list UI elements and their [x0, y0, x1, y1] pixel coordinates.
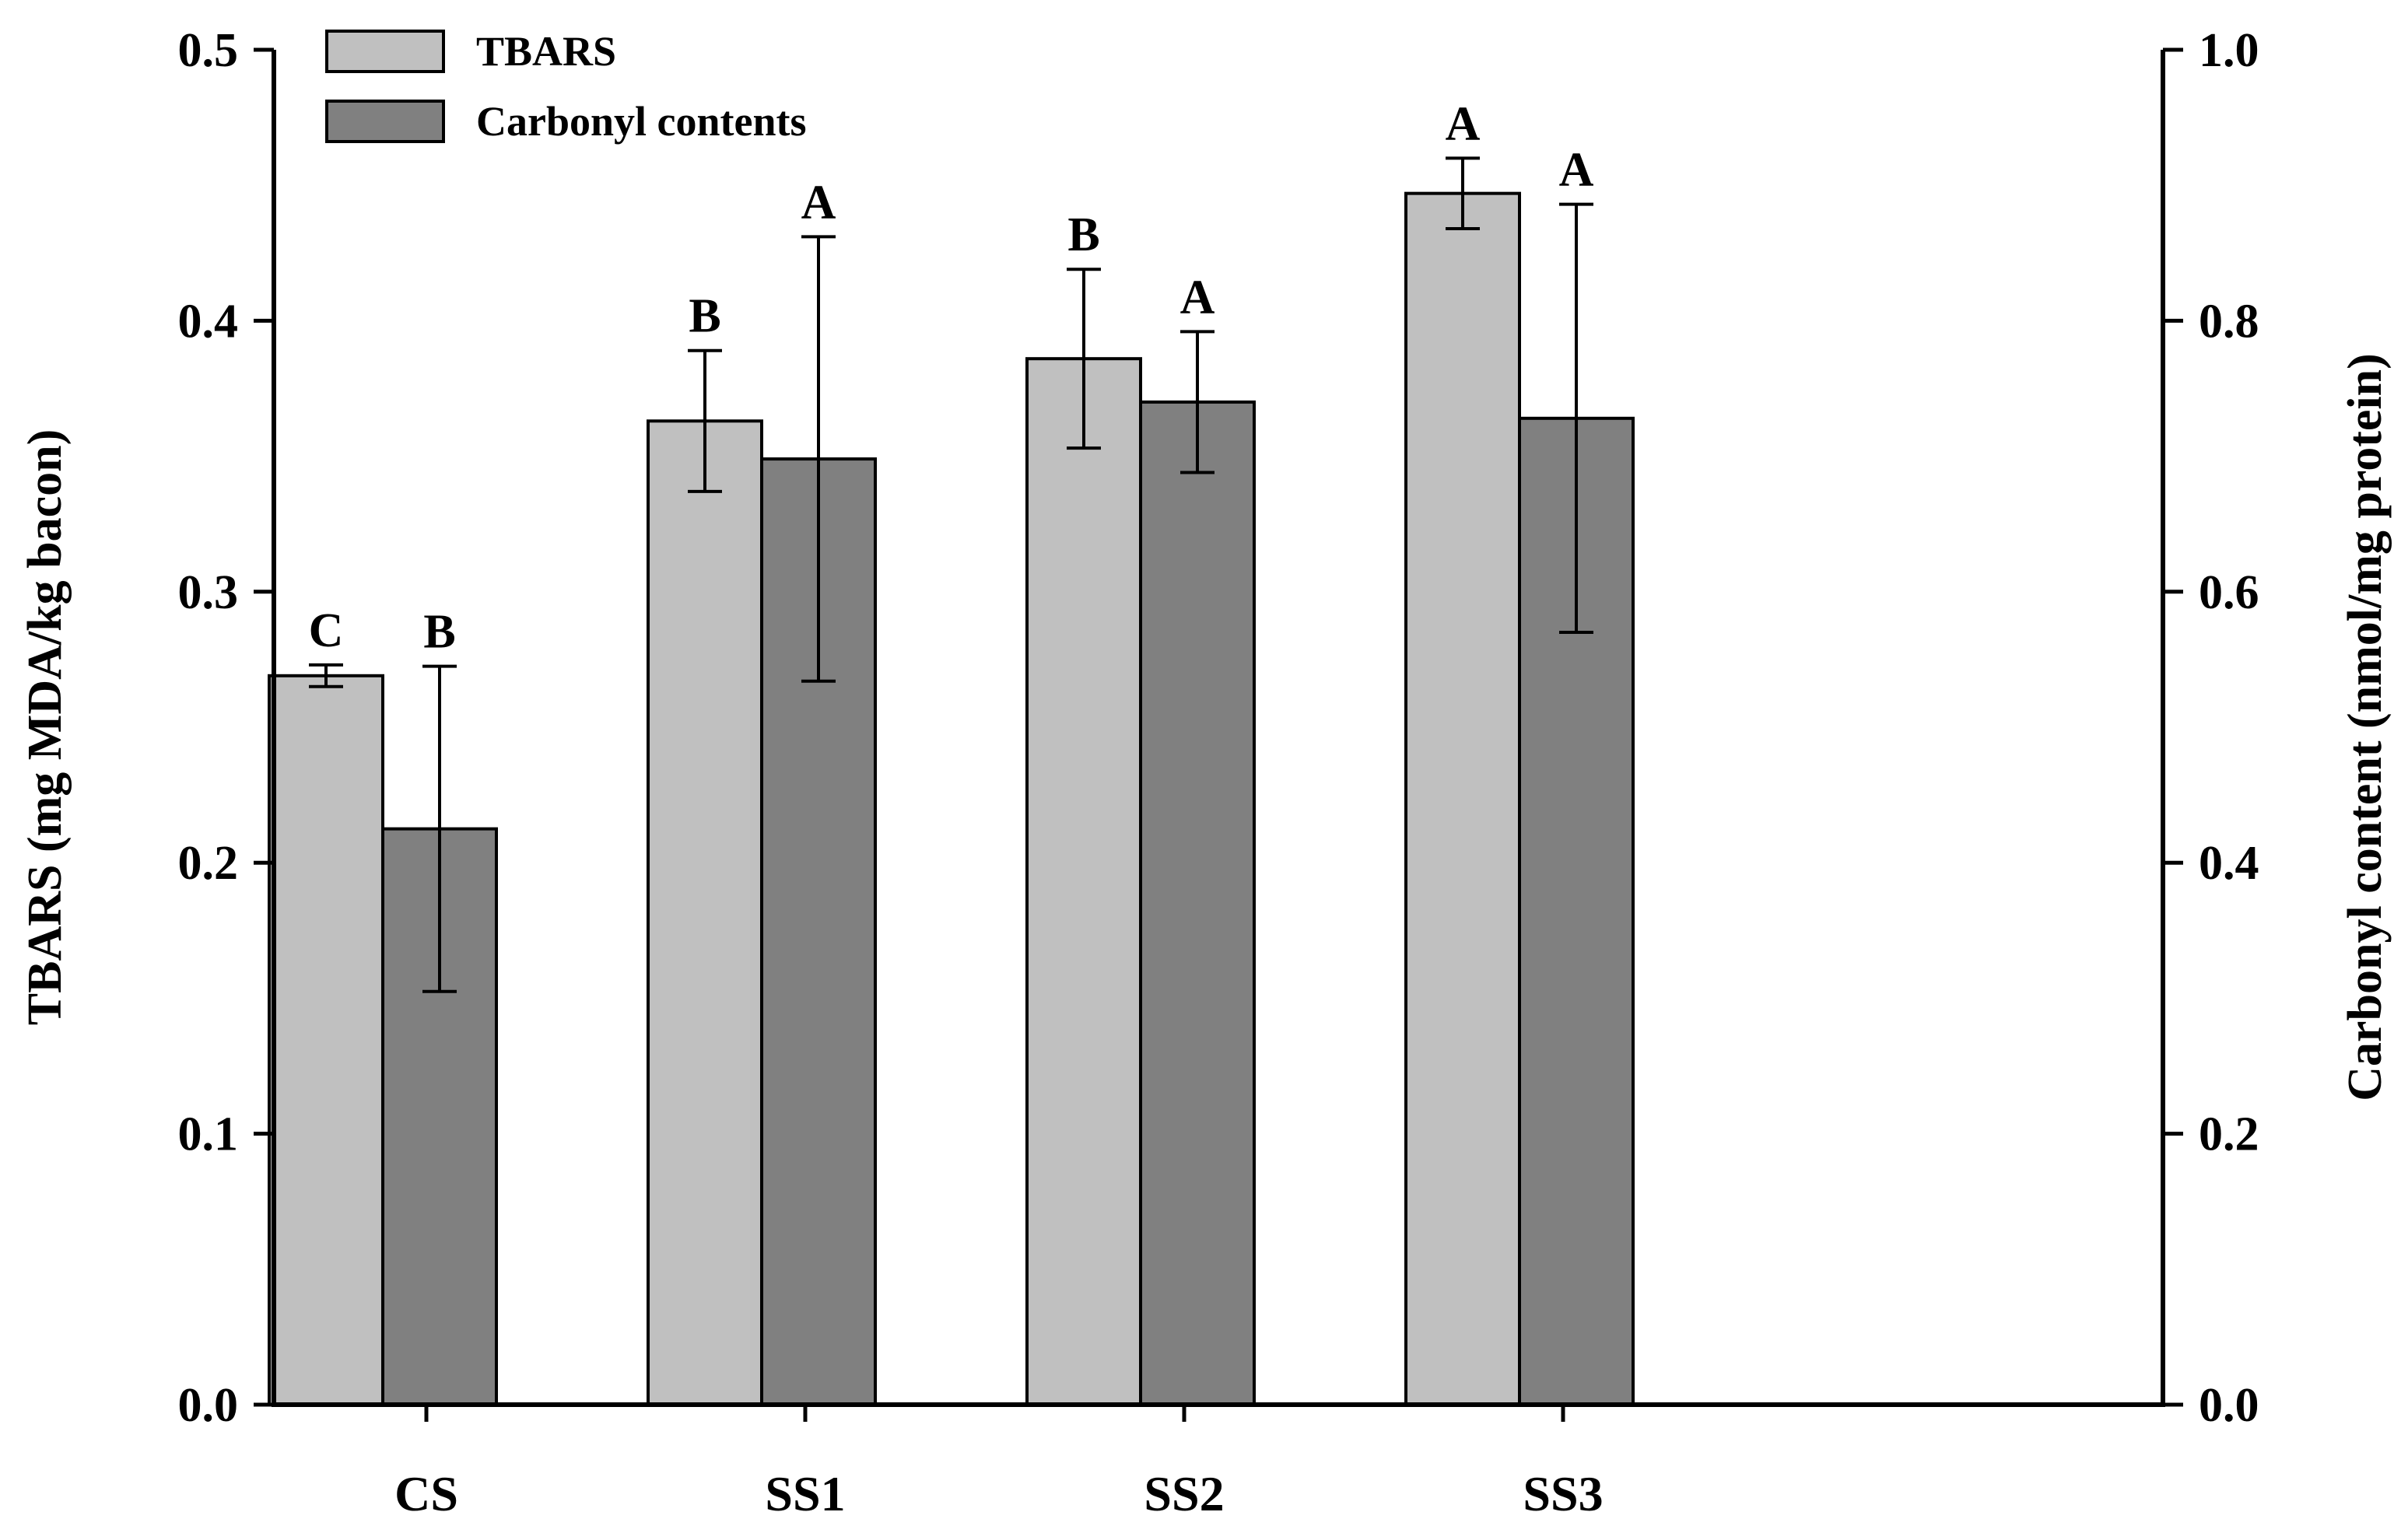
significance-letter-tbars-cs: C: [309, 604, 344, 657]
bar-carbonyl-ss2: [1139, 400, 1256, 1406]
error-bar-carbonyl-ss1: [801, 235, 836, 683]
y-left-tick-label: 0.1: [178, 1108, 239, 1161]
error-bar-carbonyl-ss3: [1559, 202, 1593, 635]
y-right-tick-label: 0.8: [2199, 295, 2259, 348]
y-left-tick-label: 0.2: [178, 837, 239, 890]
error-bar-tbars-ss3: [1446, 156, 1480, 230]
significance-letter-carbonyl-ss1: A: [801, 176, 836, 229]
y-left-tick-label: 0.5: [178, 24, 239, 77]
y-axis-left-title: TBARS (mg MDA/kg bacon): [19, 429, 72, 1025]
bar-tbars-cs: [268, 674, 384, 1406]
y-right-tick-label: 0.2: [2199, 1108, 2259, 1161]
error-bar-carbonyl-ss2: [1180, 330, 1215, 474]
y-right-tick-label: 0.6: [2199, 566, 2259, 619]
legend-label: TBARS: [476, 28, 616, 75]
legend-item-carbonyl: Carbonyl contents: [325, 98, 807, 145]
y-left-tick-label: 0.3: [178, 566, 239, 619]
legend-item-tbars: TBARS: [325, 28, 616, 75]
error-bar-carbonyl-cs: [422, 664, 457, 993]
bar-tbars-ss1: [647, 419, 763, 1406]
x-tick-label-ss2: SS2: [1144, 1466, 1224, 1521]
legend-swatch: [325, 100, 445, 143]
significance-letters-layer: C B B A B A A A: [309, 97, 1594, 658]
significance-letter-tbars-ss3: A: [1446, 97, 1481, 150]
significance-letter-carbonyl-cs: B: [423, 606, 455, 659]
bar-tbars-ss3: [1404, 191, 1521, 1407]
significance-letter-carbonyl-ss3: A: [1559, 144, 1594, 197]
y-right-tick-label: 0.0: [2199, 1379, 2259, 1432]
x-tick-label-ss1: SS1: [765, 1466, 845, 1521]
legend-swatch: [325, 30, 445, 73]
y-right-tick-label: 1.0: [2199, 24, 2259, 77]
y-left-tick-label: 0.0: [178, 1379, 239, 1432]
error-bar-tbars-ss1: [688, 348, 722, 493]
bars-layer: [268, 191, 1635, 1407]
legend-label: Carbonyl contents: [476, 98, 807, 145]
y-right-tick-label: 0.4: [2199, 837, 2259, 890]
bar-tbars-ss2: [1025, 357, 1142, 1406]
significance-letter-tbars-ss1: B: [689, 290, 720, 343]
axes-layer: 0.0 0.1 0.2 0.3 0.4 0.5 0.0 0.2 0.4 0.6 0.8 1.0 CS SS…: [178, 24, 2259, 1521]
significance-letter-carbonyl-ss2: A: [1180, 271, 1215, 324]
error-bar-tbars-cs: [309, 663, 343, 688]
error-bars-layer: [309, 156, 1593, 993]
significance-letter-tbars-ss2: B: [1067, 208, 1099, 261]
y-axis-right-title: Carbonyl content (nmol/mg protein): [2339, 353, 2392, 1101]
x-tick-label-ss3: SS3: [1523, 1466, 1603, 1521]
y-left-tick-label: 0.4: [178, 295, 239, 348]
error-bar-tbars-ss2: [1067, 268, 1101, 450]
legend: TBARS Carbonyl contents: [325, 28, 807, 145]
x-tick-label-cs: CS: [394, 1466, 458, 1521]
